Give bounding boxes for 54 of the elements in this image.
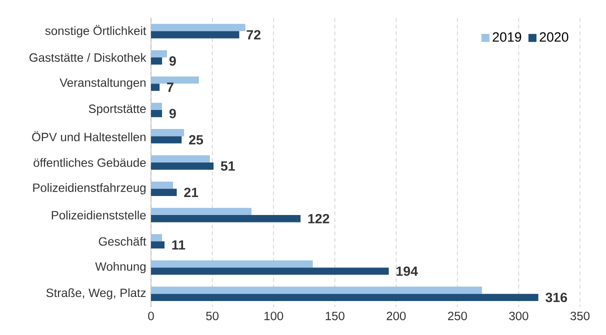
data-label: 25: [189, 135, 204, 145]
x-tick-label: 350: [570, 312, 590, 320]
bar: [151, 294, 538, 302]
bar: [151, 182, 174, 189]
bar: [151, 162, 214, 170]
data-label: 51: [220, 161, 235, 171]
x-tick-label: 200: [386, 312, 406, 320]
data-label: 21: [184, 188, 198, 198]
y-tick-label: öffentliches Gebäude: [34, 158, 146, 167]
data-label: 72: [246, 30, 260, 40]
y-tick-label: ÖPV und Haltestellen: [32, 131, 146, 142]
data-label: 122: [308, 214, 330, 224]
data-label: 9: [169, 108, 176, 118]
x-tick-label: 300: [509, 312, 528, 320]
bar: [151, 50, 167, 58]
data-label: 194: [396, 266, 418, 276]
y-tick-label: Polizeidienstfahrzeug: [33, 183, 146, 194]
bar: [151, 57, 162, 65]
x-tick-label: 0: [148, 312, 154, 320]
y-tick-label: Sportstätte: [88, 104, 146, 116]
bar: [151, 84, 160, 91]
bar: [151, 24, 246, 32]
y-tick-label: Geschäft: [98, 236, 146, 246]
data-label: 316: [546, 292, 568, 302]
bar: [151, 76, 199, 84]
bar: [151, 286, 482, 294]
bar: [151, 155, 210, 162]
x-tick-label: 250: [448, 312, 467, 320]
bar: [151, 208, 252, 216]
y-tick-label: Gaststätte / Diskothek: [30, 52, 146, 62]
bar: [151, 234, 162, 242]
bar: [151, 188, 177, 196]
data-label: 11: [172, 240, 186, 250]
bar: [151, 215, 301, 222]
x-tick-label: 50: [206, 312, 218, 320]
y-tick-label: Polizeidienststelle: [52, 210, 146, 220]
y-tick-label: Veranstaltungen: [60, 78, 146, 90]
data-label: 7: [167, 82, 174, 92]
bar: [151, 136, 182, 144]
bar: [151, 102, 162, 110]
x-tick-label: 100: [264, 312, 284, 320]
legend-label: 2020: [540, 32, 568, 42]
data-label: 9: [169, 56, 176, 66]
bar: [151, 31, 240, 38]
legend-label: 2019: [492, 32, 522, 42]
y-tick-label: Straße, Weg, Platz: [46, 288, 146, 300]
bar: [151, 129, 184, 136]
x-tick-label: 150: [326, 312, 344, 320]
bar: [151, 268, 389, 275]
bar: [151, 110, 162, 118]
y-tick-label: sonstige Örtlichkeit: [45, 24, 146, 38]
bar: [151, 241, 164, 249]
bar: [151, 260, 313, 268]
y-tick-label: Wohnung: [95, 262, 146, 274]
